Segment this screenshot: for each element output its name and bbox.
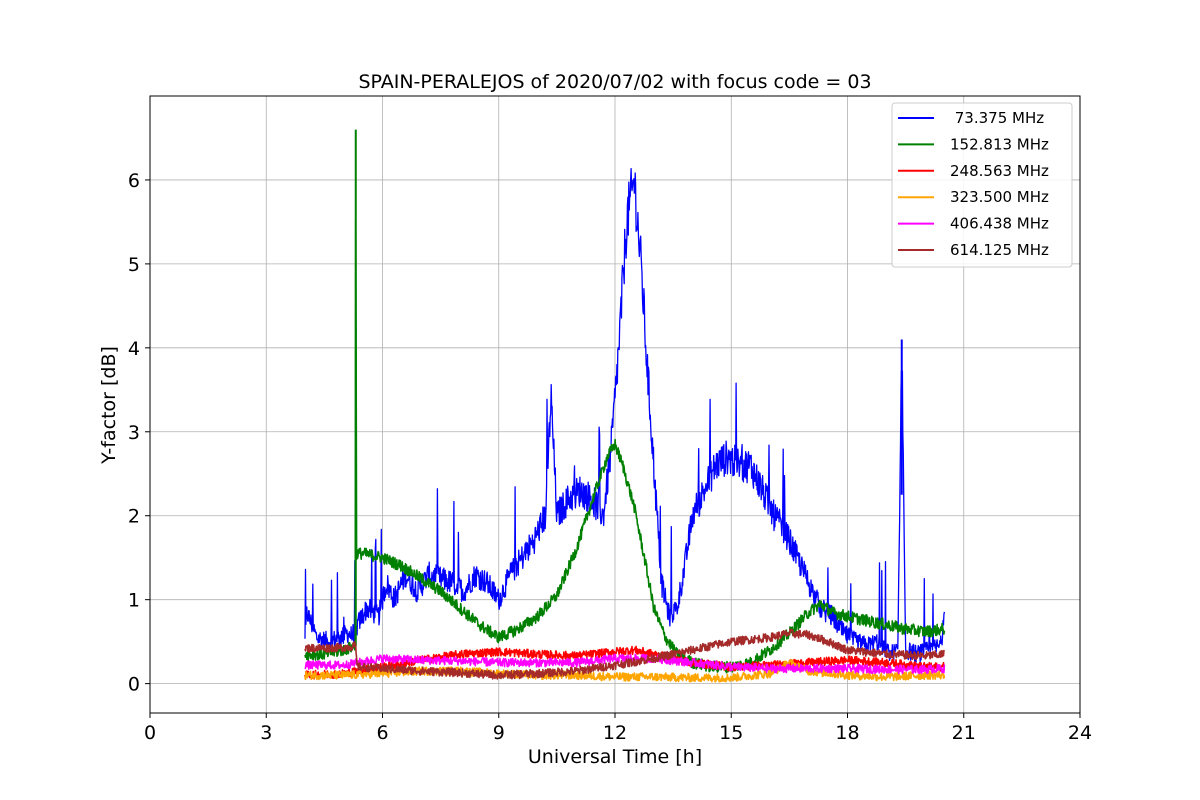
series-layer [304, 129, 946, 683]
y-tick-label: 1 [128, 590, 140, 612]
series-0 [304, 168, 946, 663]
legend-label: 152.813 MHz [950, 135, 1049, 153]
legend-label: 614.125 MHz [950, 241, 1049, 259]
series-line [304, 628, 946, 680]
series-4 [304, 653, 946, 675]
x-tick-label: 24 [1068, 722, 1092, 744]
y-tick-label: 3 [128, 422, 140, 444]
chart-title: SPAIN-PERALEJOS of 2020/07/02 with focus… [358, 71, 871, 93]
y-tick-label: 6 [128, 170, 140, 192]
y-axis-label: Y-factor [dB] [98, 346, 120, 465]
x-tick-label: 9 [493, 722, 505, 744]
series-line [304, 168, 946, 663]
x-axis-label: Universal Time [h] [528, 746, 702, 768]
series-line [304, 653, 946, 675]
y-tick-label: 4 [128, 338, 140, 360]
legend-label: 73.375 MHz [950, 109, 1044, 127]
series-2 [304, 645, 946, 680]
series-line [304, 217, 946, 674]
x-tick-label: 21 [952, 722, 976, 744]
legend-label: 248.563 MHz [950, 162, 1049, 180]
series-1 [304, 129, 946, 674]
series-line [304, 645, 946, 680]
y-tick-label: 0 [128, 674, 140, 696]
series-5 [304, 628, 946, 680]
x-tick-label: 18 [835, 722, 859, 744]
x-tick-label: 15 [719, 722, 743, 744]
legend-label: 406.438 MHz [950, 215, 1049, 233]
x-tick-label: 0 [144, 722, 156, 744]
y-tick-label: 5 [128, 254, 140, 276]
legend-box [891, 102, 1073, 268]
legend-label: 323.500 MHz [950, 188, 1049, 206]
x-tick-label: 12 [603, 722, 627, 744]
y-tick-label: 2 [128, 506, 140, 528]
legend: 73.375 MHz 152.813 MHz 248.563 MHz 323.500 … [891, 102, 1073, 268]
x-tick-label: 3 [260, 722, 272, 744]
x-tick-label: 6 [376, 722, 388, 744]
